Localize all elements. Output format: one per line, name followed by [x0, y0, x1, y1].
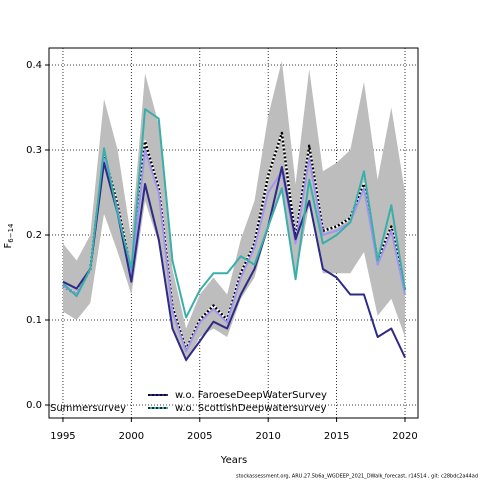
footer: stockassessment.org, ARU.27.5b6a_WGDEEP_…	[236, 474, 478, 480]
x-axis-label: Years	[220, 455, 247, 466]
series-line	[62, 108, 406, 319]
legend-label: w.o. FaroeseDeepWaterSurvey	[175, 390, 327, 401]
y-tick-label: 0.0	[26, 400, 42, 411]
plot-area	[49, 48, 418, 418]
y-label-main: F	[3, 243, 14, 249]
x-tick-label: 2010	[255, 431, 280, 442]
x-tick-label: 2000	[119, 431, 144, 442]
x-tick-label: 2015	[324, 431, 349, 442]
legend-label: w.o. ScottishDeepwatersurvey	[175, 403, 326, 414]
y-label-subscript: 6−14	[7, 223, 15, 243]
y-tick-label: 0.4	[26, 60, 42, 71]
y-axis-label: F6−14	[3, 223, 15, 249]
y-tick-label: 0.1	[26, 315, 42, 326]
x-tick-label: 1995	[50, 431, 75, 442]
y-tick-label: 0.2	[26, 230, 42, 241]
legend-label: Summersurvey	[50, 403, 126, 414]
confidence-band	[62, 60, 406, 363]
y-tick-label: 0.3	[26, 145, 42, 156]
plot-frame	[48, 47, 419, 419]
x-tick-label: 2020	[392, 431, 417, 442]
x-tick-label: 2005	[187, 431, 212, 442]
